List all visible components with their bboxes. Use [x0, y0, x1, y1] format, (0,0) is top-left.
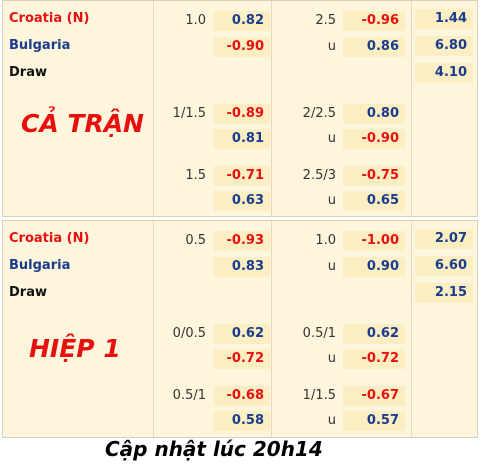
- team-name: Croatia (N): [9, 11, 90, 26]
- odds-1x2: 2.07: [415, 229, 473, 249]
- total-line: 2/2.5: [302, 106, 336, 121]
- divider: [271, 221, 272, 437]
- under-label: u: [327, 39, 336, 54]
- odds-over: 0.62: [343, 324, 405, 344]
- odds-home: -0.93: [214, 231, 270, 251]
- odds-1x2: 6.60: [415, 256, 473, 276]
- odds-over: -1.00: [343, 231, 405, 251]
- odds-home: -0.68: [214, 386, 270, 406]
- section-label: HIỆP 1: [29, 334, 121, 363]
- handicap: 1.5: [185, 168, 206, 183]
- handicap: 0.5/1: [172, 388, 206, 403]
- odds-away: -0.90: [214, 37, 270, 57]
- update-note: Cập nhật lúc 20h14: [105, 437, 323, 461]
- odds-under: -0.90: [343, 129, 405, 149]
- under-label: u: [327, 131, 336, 146]
- odds-1x2: 1.44: [415, 9, 473, 29]
- odds-under: -0.72: [343, 349, 405, 369]
- odds-over: -0.96: [343, 11, 405, 31]
- team-name: Bulgaria: [9, 38, 71, 53]
- odds-away: 0.63: [214, 191, 270, 211]
- total-line: 0.5/1: [302, 326, 336, 341]
- total-line: 2.5/3: [302, 168, 336, 183]
- total-line: 1/1.5: [302, 388, 336, 403]
- odds-under: 0.57: [343, 411, 405, 431]
- odds-away: 0.58: [214, 411, 270, 431]
- divider: [411, 1, 412, 216]
- odds-home: 0.62: [214, 324, 270, 344]
- odds-under: 0.86: [343, 37, 405, 57]
- section-label: CẢ TRẬN: [21, 109, 144, 138]
- total-line: 2.5: [315, 13, 336, 28]
- under-label: u: [327, 413, 336, 428]
- section: Croatia (N) Bulgaria Draw CẢ TRẬN 1.44 6.80 4.…: [2, 0, 478, 217]
- odds-over: -0.75: [343, 166, 405, 186]
- odds-under: 0.90: [343, 257, 405, 277]
- odds-under: 0.65: [343, 191, 405, 211]
- under-label: u: [327, 351, 336, 366]
- total-line: 1.0: [315, 233, 336, 248]
- odds-1x2: 6.80: [415, 36, 473, 56]
- handicap: 1/1.5: [172, 106, 206, 121]
- team-name: Draw: [9, 285, 47, 300]
- team-name: Draw: [9, 65, 47, 80]
- divider: [153, 221, 154, 437]
- odds-away: 0.81: [214, 129, 270, 149]
- team-name: Bulgaria: [9, 258, 71, 273]
- divider: [271, 1, 272, 216]
- team-name: Croatia (N): [9, 231, 90, 246]
- divider: [411, 221, 412, 437]
- divider: [153, 1, 154, 216]
- handicap: 1.0: [185, 13, 206, 28]
- odds-1x2: 4.10: [415, 63, 473, 83]
- odds-1x2: 2.15: [415, 283, 473, 303]
- section: Croatia (N) Bulgaria Draw HIỆP 1 2.07 6.60 2.1…: [2, 220, 478, 438]
- odds-over: -0.67: [343, 386, 405, 406]
- handicap: 0/0.5: [172, 326, 206, 341]
- odds-home: -0.71: [214, 166, 270, 186]
- handicap: 0.5: [185, 233, 206, 248]
- odds-away: 0.83: [214, 257, 270, 277]
- odds-home: -0.89: [214, 104, 270, 124]
- under-label: u: [327, 259, 336, 274]
- odds-away: -0.72: [214, 349, 270, 369]
- odds-home: 0.82: [214, 11, 270, 31]
- under-label: u: [327, 193, 336, 208]
- odds-over: 0.80: [343, 104, 405, 124]
